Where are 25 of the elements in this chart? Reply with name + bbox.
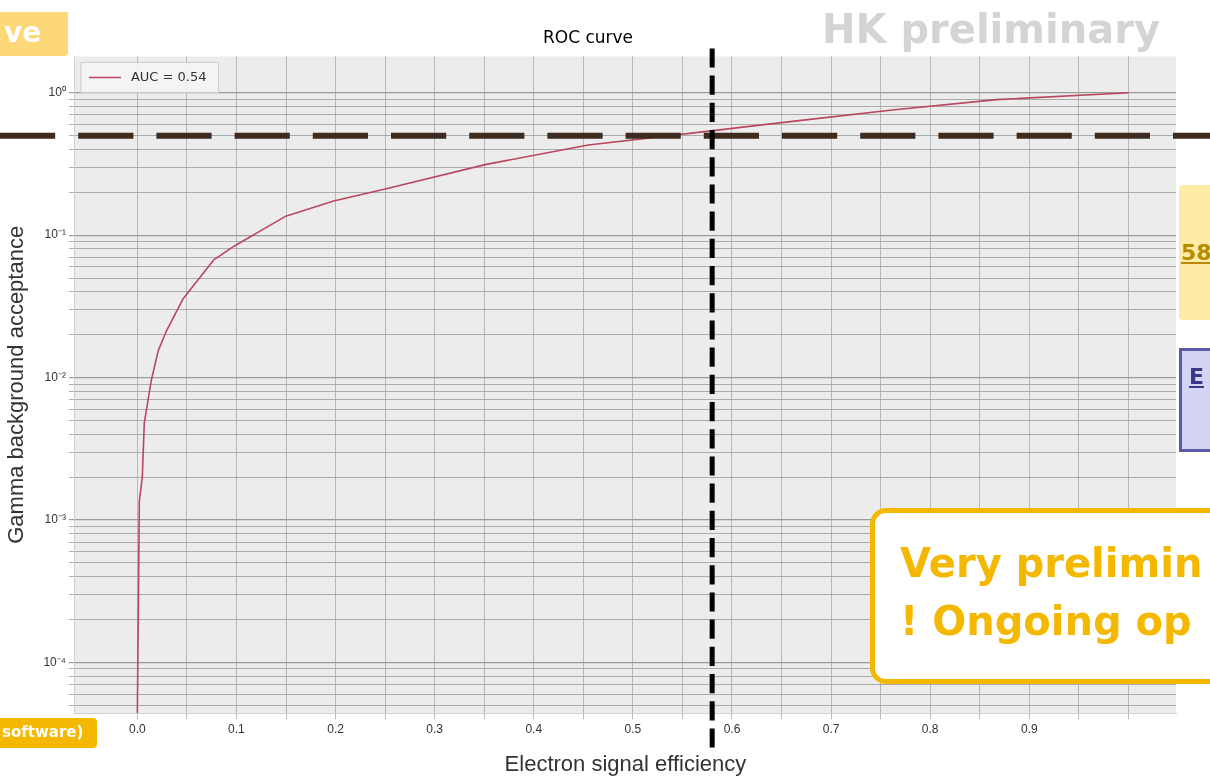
legend-label: AUC = 0.54 (130, 68, 207, 84)
x-tick-label: 0.2 (327, 721, 345, 736)
text: E (1189, 364, 1205, 389)
x-tick-label: 0.5 (624, 721, 642, 736)
x-tick-label: 0.3 (426, 721, 444, 736)
text: software) (2, 723, 84, 741)
x-axis-title: Electron signal efficiency (504, 750, 747, 776)
annotation: Very prelimin (900, 540, 1203, 586)
y-axis-title: Gamma background acceptance (3, 225, 29, 544)
annotation: ! Ongoing op (900, 598, 1192, 644)
x-tick-label: 0.4 (525, 721, 543, 736)
x-tick-label: 0.8 (921, 721, 939, 736)
x-tick-label: 0.6 (723, 721, 741, 736)
y-tick-label: 10⁻¹ (44, 227, 66, 242)
y-tick-label: 10⁻⁴ (43, 654, 66, 669)
y-tick-label: 10⁻² (44, 369, 66, 384)
x-tick-label: 0.9 (1020, 721, 1038, 736)
x-tick-label: 0.7 (822, 721, 840, 736)
y-tick-label: 10⁰ (48, 85, 66, 100)
x-tick-label: 0.1 (228, 721, 246, 736)
text: 58 (1181, 240, 1210, 265)
x-tick-label: 0.0 (129, 721, 147, 736)
text: ve (4, 16, 42, 49)
y-tick-label: 10⁻³ (44, 512, 66, 527)
chart-title: ROC curve (542, 26, 634, 47)
